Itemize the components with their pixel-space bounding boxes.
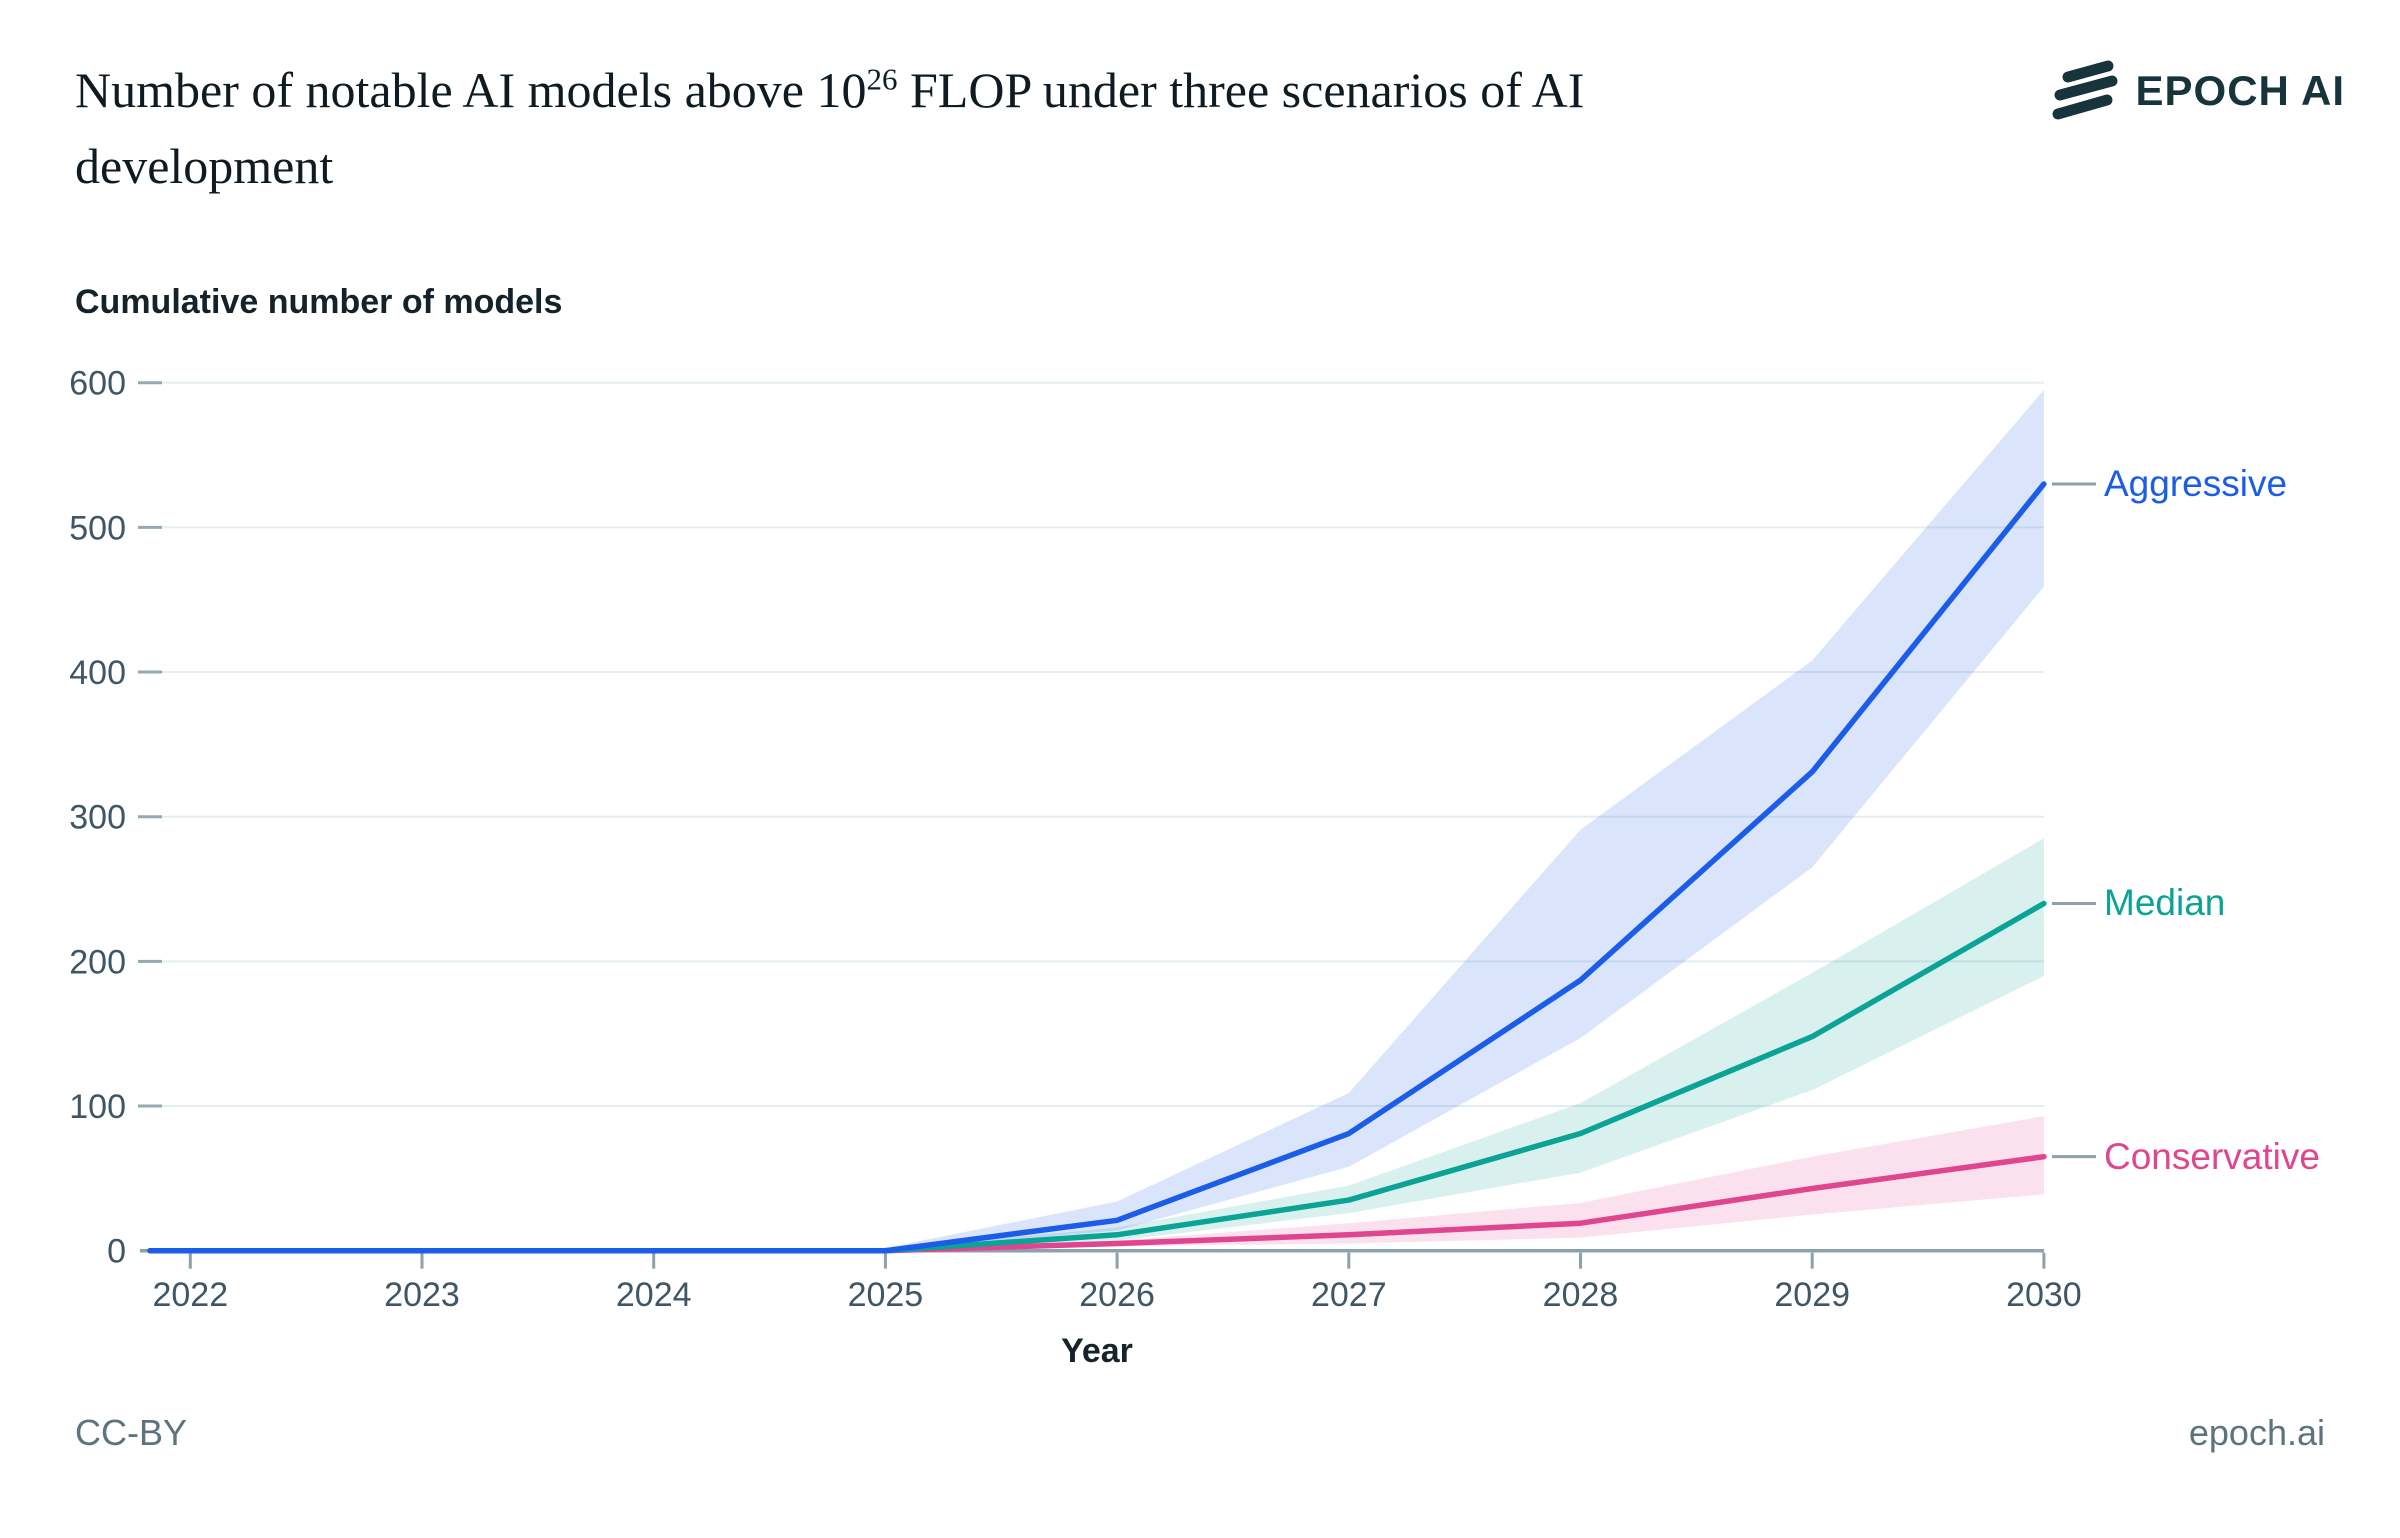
legend-label-conservative: Conservative xyxy=(2104,1135,2320,1177)
chart-title: Number of notable AI models above 1026 F… xyxy=(75,52,2015,204)
svg-text:0: 0 xyxy=(107,1233,126,1271)
svg-text:300: 300 xyxy=(69,799,126,837)
svg-text:2023: 2023 xyxy=(384,1276,460,1314)
legend-connectors xyxy=(2052,482,2096,1159)
y-axis-tick-labels: 0 100 200 300 400 500 600 xyxy=(69,365,126,1271)
title-text-2: FLOP under three scenarios of AI xyxy=(897,62,1585,118)
site-link-text: epoch.ai xyxy=(2188,1412,2325,1453)
legend-label-aggressive: Aggressive xyxy=(2104,462,2288,504)
svg-text:2026: 2026 xyxy=(1079,1276,1155,1314)
svg-text:400: 400 xyxy=(69,654,126,692)
band-median xyxy=(190,838,2044,1251)
line-aggressive xyxy=(147,481,2047,1254)
svg-text:500: 500 xyxy=(69,509,126,547)
svg-text:2025: 2025 xyxy=(848,1276,924,1314)
title-text-line2: development xyxy=(75,138,334,194)
y-axis-title: Cumulative number of models xyxy=(75,283,563,321)
svg-text:600: 600 xyxy=(69,365,126,403)
svg-text:2024: 2024 xyxy=(616,1276,692,1314)
svg-text:2028: 2028 xyxy=(1543,1276,1619,1314)
epoch-ai-logo: EPOCH AI xyxy=(2050,58,2345,124)
title-exponent: 26 xyxy=(866,61,898,97)
svg-text:2030: 2030 xyxy=(2006,1276,2082,1314)
gridlines xyxy=(150,381,2044,1108)
svg-text:2027: 2027 xyxy=(1311,1276,1387,1314)
epoch-ai-logo-text: EPOCH AI xyxy=(2135,67,2345,114)
svg-text:2029: 2029 xyxy=(1774,1276,1850,1314)
svg-text:2022: 2022 xyxy=(152,1276,228,1314)
license-text: CC-BY xyxy=(75,1412,188,1453)
title-text-1: Number of notable AI models above 10 xyxy=(75,62,867,118)
epoch-ai-logo-icon xyxy=(2052,60,2118,120)
band-aggressive xyxy=(190,389,2044,1251)
x-axis-tick-labels: 2022 2023 2024 2025 2026 2027 2028 2029 2030 xyxy=(152,1276,2081,1314)
x-axis-title: Year xyxy=(1061,1332,1133,1370)
y-axis-ticks xyxy=(138,381,162,1108)
svg-text:200: 200 xyxy=(69,943,126,981)
band-conservative xyxy=(190,1116,2044,1251)
svg-text:100: 100 xyxy=(69,1088,126,1126)
legend-label-median: Median xyxy=(2104,882,2226,924)
uncertainty-bands xyxy=(190,389,2044,1251)
scenario-lines xyxy=(147,481,2047,1254)
